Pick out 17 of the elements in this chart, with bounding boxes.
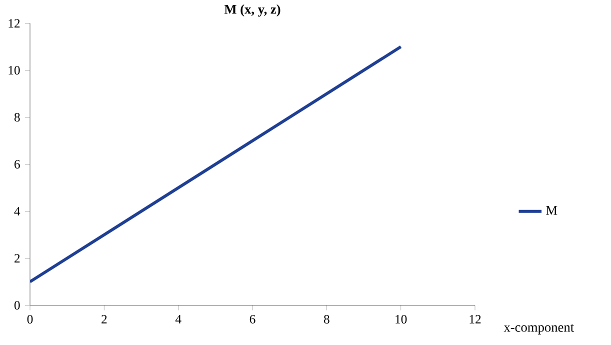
x-tick-label: 2 [102,314,107,324]
x-tick-label: 12 [470,314,481,324]
chart-title: M (x, y, z) [224,4,280,16]
y-tick-label: 8 [14,112,20,122]
y-tick-label: 6 [14,160,20,168]
x-axis-title: x-component [504,324,574,334]
x-tick-label: 0 [27,314,33,324]
y-tick-label: 2 [14,254,20,262]
y-tick-label: 12 [8,18,20,28]
y-tick-label: 10 [8,66,20,74]
y-tick-label: 0 [14,300,20,310]
x-tick-label: 4 [175,314,182,324]
x-tick-label: 10 [396,314,407,324]
x-tick-label: 6 [250,314,256,324]
y-tick-label: 4 [14,206,20,216]
legend-label: M [546,206,558,215]
x-tick-label: 8 [324,314,330,324]
